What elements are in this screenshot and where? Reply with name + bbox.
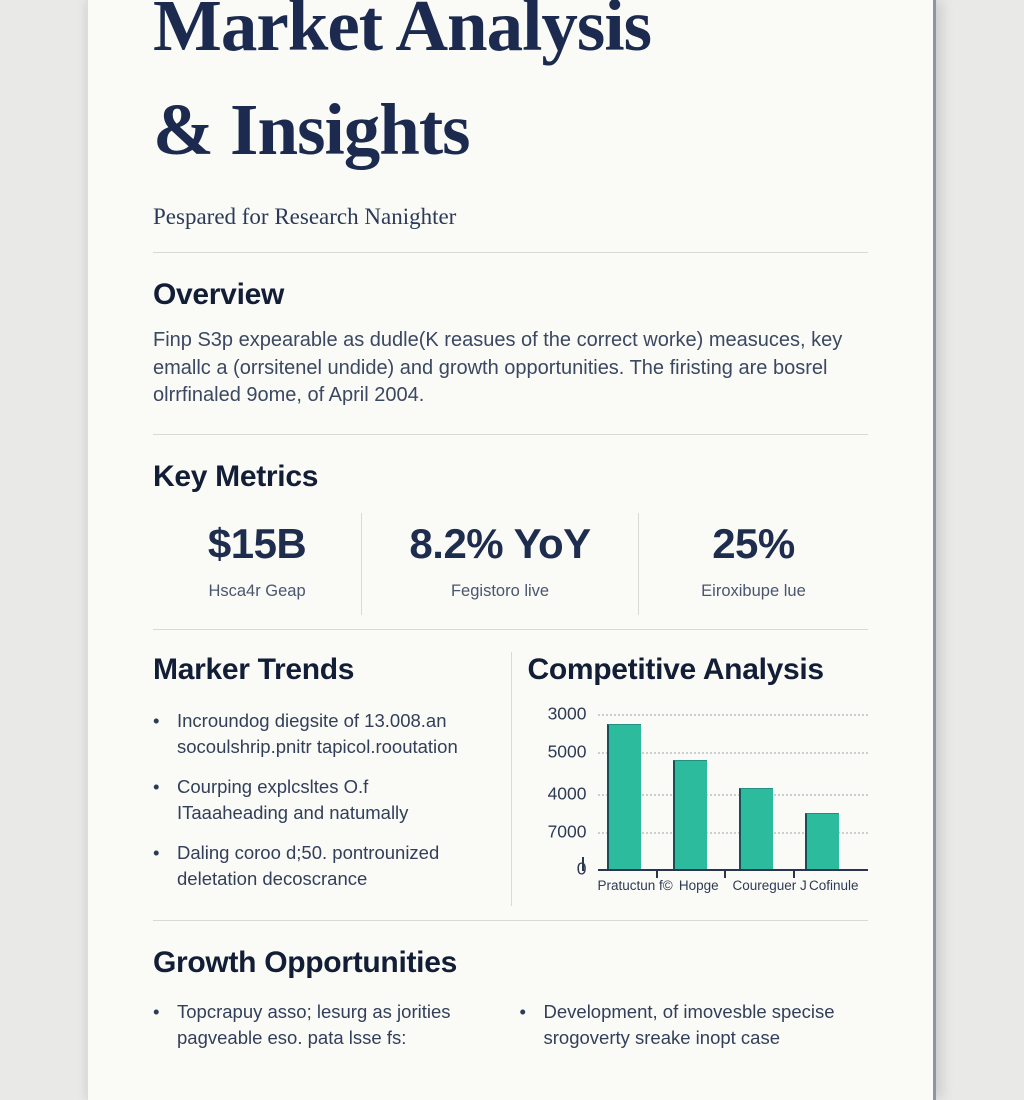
bullet-dot-icon: • (519, 1000, 526, 1022)
growth-opportunities-heading: Growth Opportunities (153, 945, 457, 979)
chart-bar (738, 787, 773, 869)
market-trends-heading: Marker Trends (153, 652, 355, 686)
chart-y-axis: 30005000400070000 (528, 703, 598, 878)
metric-value: $15B (207, 519, 307, 567)
chart-gridline (597, 793, 868, 796)
overview-heading: Overview (153, 278, 285, 311)
metric-market-size: $15B Hsca4r Geap (153, 513, 361, 615)
metric-growth-rate: 8.2% YoY Fegistoro live (361, 512, 639, 615)
list-item-text: Development, of imovesble specise srogov… (543, 1000, 835, 1049)
list-item-text: Incroundog diegsite of 13.008.an socouls… (177, 709, 458, 758)
chart-y-tick-label: 7000 (547, 821, 587, 841)
chart-category-label: Cofinule (808, 877, 859, 893)
chart-bar (672, 759, 707, 869)
section-divider (153, 252, 868, 253)
chart-category-label: Coureguer J (732, 877, 807, 893)
metric-label: Hsca4r Geap (208, 581, 306, 600)
section-divider (153, 919, 868, 921)
report-page: Market Analysis & Insights Pespared for … (87, 0, 936, 1100)
list-item: • Development, of imovesble specise srogo… (520, 999, 869, 1052)
list-item: • Daling coroo d;50. pontrounized deletat… (153, 840, 498, 893)
metric-label: Eiroxibupe lue (701, 581, 806, 600)
section-divider (153, 628, 868, 630)
competitive-analysis-column: Competitive Analysis 30005000400070000 P… (528, 652, 869, 906)
metric-label: Fegistoro live (450, 581, 550, 600)
bullet-dot-icon: • (153, 841, 160, 863)
competitive-analysis-heading: Competitive Analysis (527, 652, 825, 686)
page-title: Market Analysis & Insights (153, 0, 868, 182)
chart-category-label: Hopge (678, 877, 719, 893)
growth-list-right: • Development, of imovesble specise srogo… (520, 999, 869, 1052)
page-title-line2: & Insights (153, 89, 471, 170)
page-subtitle: Pespared for Research Nanighter (153, 204, 457, 229)
section-divider (153, 433, 868, 435)
market-trends-column: Marker Trends • Incroundog diegsite of 13… (153, 652, 498, 906)
list-item-text: Daling coroo d;50. pontrounized deletati… (177, 841, 440, 890)
bullet-dot-icon: • (153, 1000, 160, 1022)
bullet-dot-icon: • (153, 709, 160, 731)
growth-list-left: • Topcrapuy asso; lesurg as jorities pagv… (153, 999, 502, 1052)
growth-column-right: • Development, of imovesble specise srogo… (520, 999, 869, 1065)
list-item: • Courping explcsltes O.f ITaaaheading an… (153, 774, 498, 827)
metric-value: 8.2% YoY (409, 519, 591, 567)
chart-gridline (597, 751, 868, 754)
chart-gridline (597, 713, 868, 716)
trends-analysis-section: Marker Trends • Incroundog diegsite of 13… (153, 651, 869, 906)
chart-gridline (597, 831, 868, 834)
key-metrics-heading: Key Metrics (153, 459, 319, 493)
chart-x-axis-labels: Pratuctun f© Hopge Coureguer J Cofinule (598, 878, 868, 893)
competitive-analysis-chart: 30005000400070000 Pratuctun f© Hopge Cou… (528, 703, 869, 893)
metric-share: 25% Eiroxibupe lue (639, 513, 868, 615)
list-item: • Incroundog diegsite of 13.008.an socoul… (153, 708, 498, 761)
chart-y-tick-label: 4000 (547, 783, 587, 803)
chart-bar (606, 723, 641, 869)
chart-origin-tick (581, 856, 584, 871)
list-item: • Topcrapuy asso; lesurg as jorities pagv… (153, 999, 502, 1052)
chart-x-tick (723, 869, 726, 878)
overview-paragraph: Finp S3p expearable as dudle(K reasues o… (153, 329, 843, 406)
chart-y-tick-label: 3000 (547, 703, 587, 723)
growth-column-left: • Topcrapuy asso; lesurg as jorities pagv… (153, 999, 502, 1065)
chart-y-tick-label: 5000 (547, 741, 587, 761)
key-metrics-row: $15B Hsca4r Geap 8.2% YoY Fegistoro live… (153, 512, 868, 615)
bullet-dot-icon: • (153, 775, 160, 797)
market-trends-list: • Incroundog diegsite of 13.008.an socoul… (153, 708, 498, 893)
column-divider (510, 651, 512, 906)
chart-category-label: Pratuctun f© (597, 877, 673, 893)
list-item-text: Courping explcsltes O.f ITaaaheading and… (177, 775, 409, 824)
chart-x-tick (655, 869, 658, 878)
metric-value: 25% (712, 519, 795, 567)
list-item-text: Topcrapuy asso; lesurg as jorities pagve… (177, 1000, 451, 1049)
growth-opportunities-section: • Topcrapuy asso; lesurg as jorities pagv… (153, 999, 868, 1065)
page-title-line1: Market Analysis (153, 0, 652, 66)
chart-x-tick (792, 869, 795, 878)
chart-plot (581, 704, 868, 878)
chart-bar (804, 812, 839, 869)
